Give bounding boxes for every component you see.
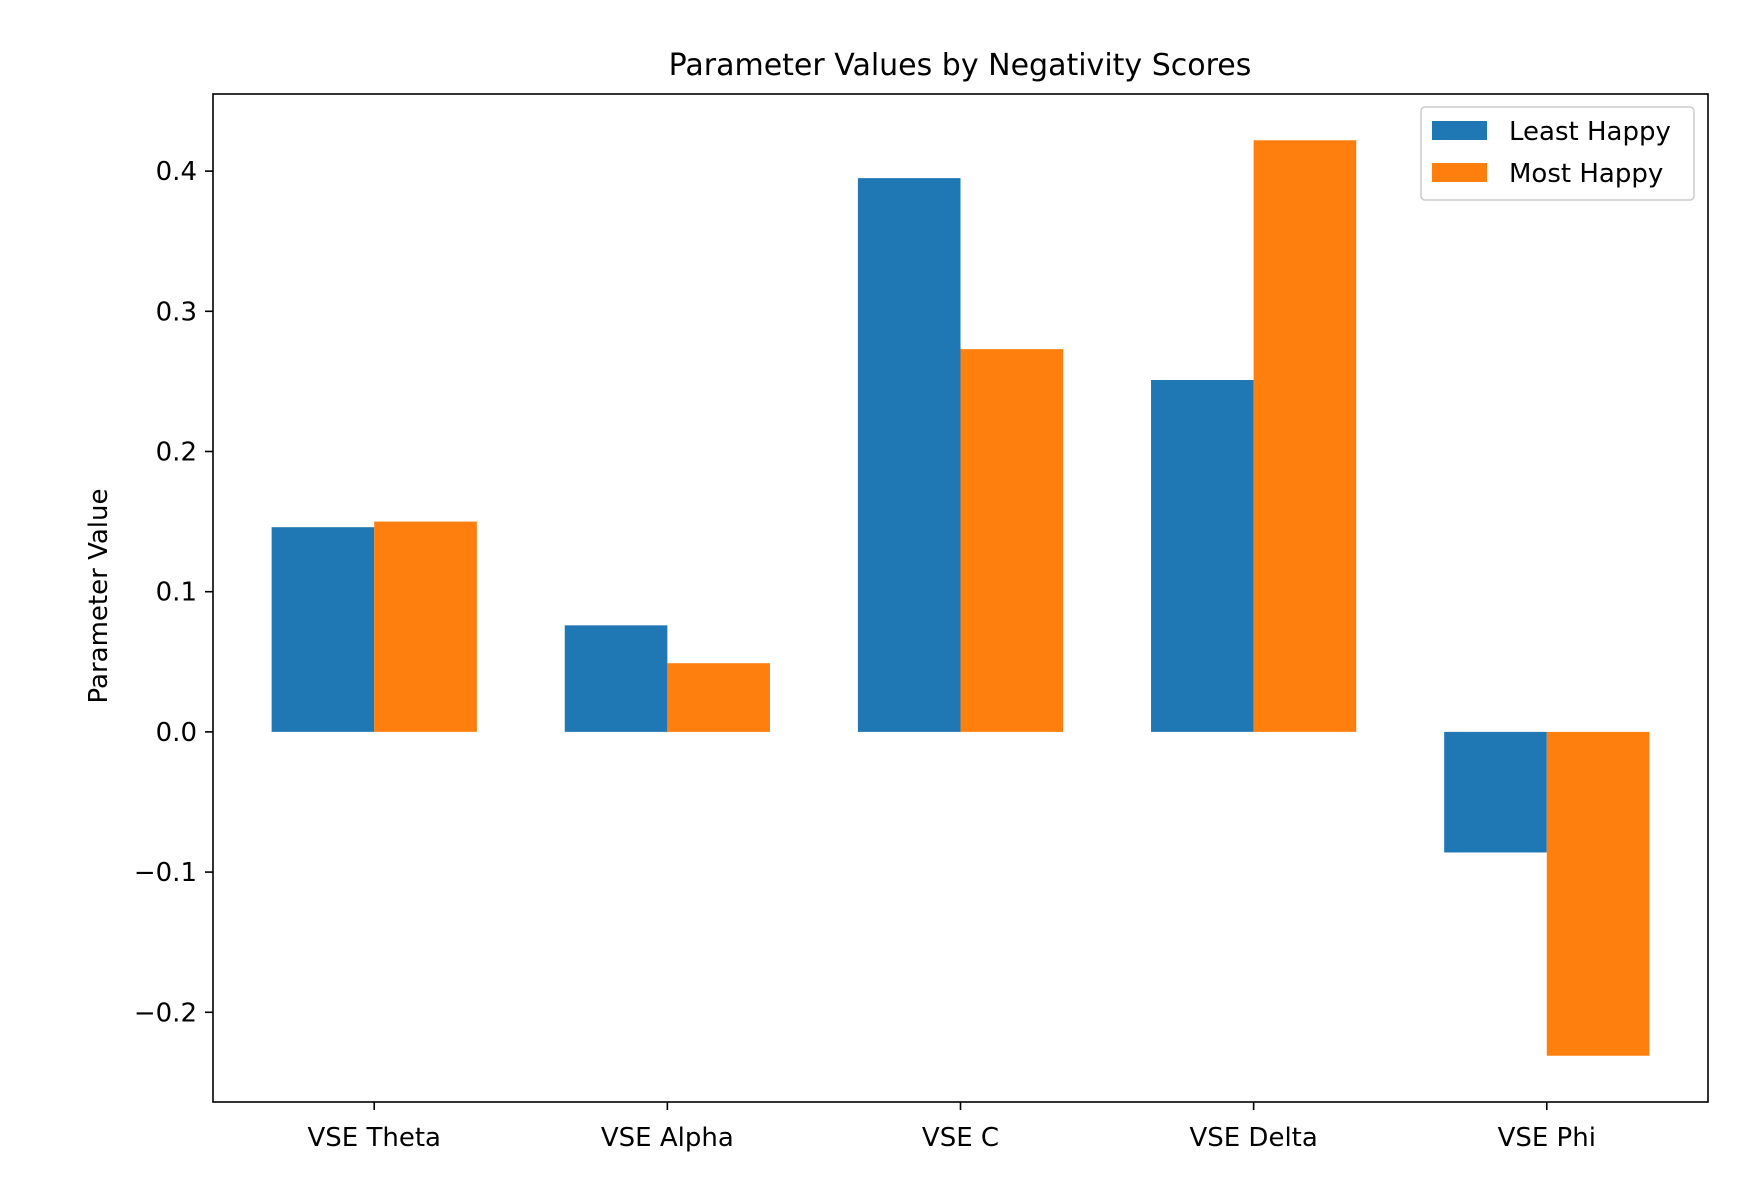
bar-least-happy-vse-theta [271,527,375,732]
bar-most-happy-vse-c [960,349,1064,732]
chart-title: Parameter Values by Negativity Scores [669,48,1252,83]
bar-most-happy-vse-theta [374,521,477,732]
legend-swatch-least-happy [1432,121,1487,140]
y-tick-label: 0.4 [156,157,197,187]
legend-label-least-happy: Least Happy [1509,117,1671,147]
y-tick-label: 0.0 [156,718,197,748]
legend-swatch-most-happy [1432,163,1487,182]
x-tick-label: VSE C [922,1123,999,1153]
x-tick-label: VSE Alpha [601,1123,734,1153]
bar-most-happy-vse-delta [1253,140,1357,732]
plot-frame [212,93,1709,1103]
bar-least-happy-vse-c [857,178,961,732]
bar-most-happy-vse-phi [1546,731,1650,1056]
y-tick-label: 0.3 [156,297,197,327]
bar-least-happy-vse-phi [1444,731,1547,853]
y-axis-label: Parameter Value [84,489,114,704]
x-tick-label: VSE Delta [1189,1123,1317,1153]
x-tick-label: VSE Theta [307,1123,440,1153]
ticks-layer: VSE Theta VSE Alpha VSE C VSE Delta VSE Phi −… [134,157,1596,1153]
y-tick-label: −0.1 [134,858,197,888]
y-tick-label: 0.2 [156,437,197,467]
legend-box [1420,106,1695,201]
bar-least-happy-vse-alpha [564,625,668,732]
bar-most-happy-vse-alpha [667,663,770,732]
y-tick-label: 0.1 [156,578,197,608]
legend: Least Happy Most Happy [1420,106,1695,201]
x-tick-label: VSE Phi [1498,1123,1596,1153]
bar-least-happy-vse-delta [1151,380,1254,732]
y-tick-label: −0.2 [134,998,197,1028]
legend-label-most-happy: Most Happy [1509,159,1663,189]
bars-layer [271,140,1650,1056]
